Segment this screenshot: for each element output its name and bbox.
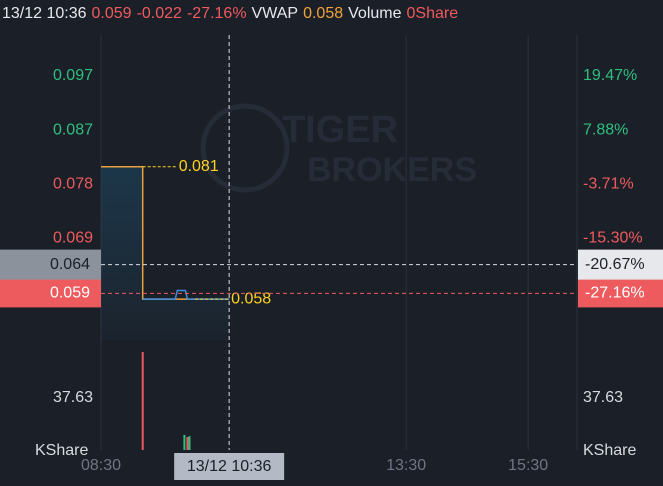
- change: -0.022: [136, 5, 182, 22]
- vwap-label: VWAP: [251, 5, 299, 22]
- last-pct-box: [578, 279, 663, 308]
- crosshair-pct-box: [578, 249, 663, 280]
- volume-bar: [188, 436, 191, 450]
- quote-header: 13/12 10:36 0.059 -0.022 -27.16% VWAP 0.058 Vo…: [2, 5, 463, 23]
- volume-tick-label: 37.63: [583, 389, 623, 406]
- crosshair-pct-label: -20.67%: [585, 256, 645, 273]
- annotation-label: 0.081: [179, 158, 219, 175]
- price: 0.059: [91, 5, 132, 22]
- change-pct: -27.16%: [186, 5, 247, 22]
- volume-bar: [186, 437, 189, 450]
- crosshair-time-label: 13/12 10:36: [187, 458, 272, 475]
- volume-unit: KShare: [583, 442, 636, 459]
- watermark: TIGER: [282, 109, 398, 151]
- y2-tick-label: 7.88%: [583, 121, 628, 138]
- y2-tick-label: -15.30%: [583, 229, 643, 246]
- crosshair-price-label: 0.064: [50, 256, 90, 273]
- last-price-label: 0.059: [50, 285, 90, 302]
- crosshair-price-box: [0, 249, 101, 280]
- x-tick-label: 13:30: [386, 457, 426, 474]
- y-tick-label: 0.097: [53, 67, 93, 84]
- price-line: [101, 166, 230, 300]
- last-price-box: [0, 279, 101, 308]
- vwap-line: [142, 289, 230, 300]
- volume: 0Share: [406, 5, 459, 22]
- watermark: BROKERS: [307, 151, 477, 189]
- time: 13/12 10:36: [2, 5, 87, 22]
- y2-tick-label: -3.71%: [583, 175, 634, 192]
- watermark-logo: [200, 103, 290, 193]
- volume-tick-label: 37.63: [53, 389, 93, 406]
- y-tick-label: 0.069: [53, 229, 93, 246]
- y2-tick-label: 19.47%: [583, 67, 637, 84]
- volume-label: Volume: [348, 5, 402, 22]
- annotation-label: 0.058: [231, 290, 271, 307]
- crosshair-time-box: [174, 453, 285, 480]
- last-pct-label: -27.16%: [585, 285, 645, 302]
- volume-bar: [183, 434, 186, 450]
- price-area: [101, 166, 230, 340]
- x-tick-label: 08:30: [81, 457, 121, 474]
- vwap: 0.058: [303, 5, 344, 22]
- volume-bar: [141, 352, 144, 450]
- x-tick-label: 15:30: [508, 457, 548, 474]
- volume-unit: KShare: [35, 442, 88, 459]
- y-tick-label: 0.078: [53, 175, 93, 192]
- y-tick-label: 0.087: [53, 121, 93, 138]
